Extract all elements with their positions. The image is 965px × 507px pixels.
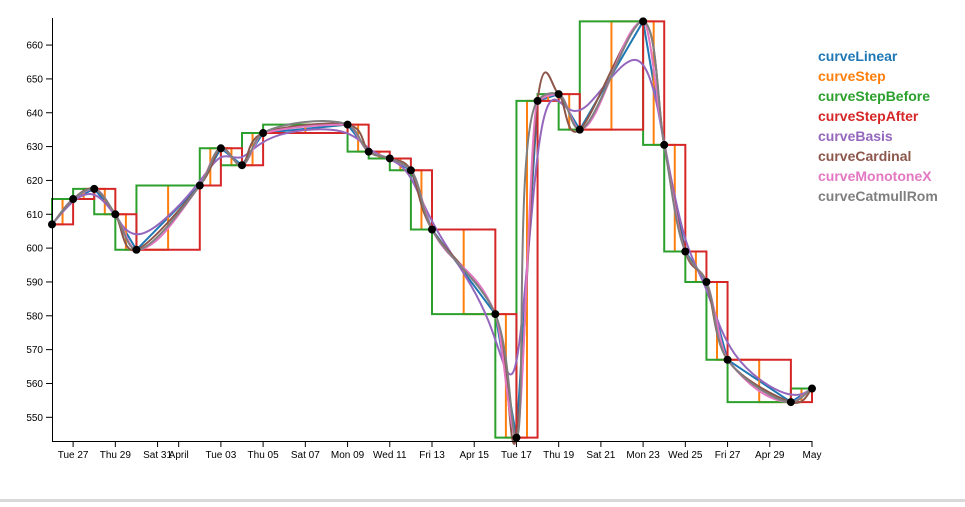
y-tick-label: 580 [26, 311, 43, 322]
data-point [639, 17, 648, 26]
y-tick-label: 650 [26, 74, 43, 85]
data-point [216, 144, 225, 153]
x-tick-label: Tue 17 [501, 450, 532, 461]
legend-item-curveCatmullRom: curveCatmullRom [818, 188, 938, 204]
x-tick-label: Fri 13 [419, 450, 445, 461]
x-tick-label: Mon 09 [331, 450, 365, 461]
x-tick-label: Mon 23 [626, 450, 660, 461]
y-tick-label: 560 [26, 379, 43, 390]
x-tick-label: Fri 27 [715, 450, 741, 461]
x-tick-label: Wed 11 [373, 450, 407, 461]
data-point [554, 90, 563, 99]
x-tick-label: Sat 31 [143, 450, 172, 461]
data-point [533, 96, 542, 105]
y-tick-label: 600 [26, 244, 43, 255]
legend-item-curveLinear: curveLinear [818, 48, 898, 64]
data-point [111, 210, 120, 219]
x-tick-label: Thu 19 [543, 450, 575, 461]
points-layer [48, 17, 816, 442]
data-point [364, 147, 373, 156]
data-point [786, 398, 795, 407]
legend-item-curveMonotoneX: curveMonotoneX [818, 168, 932, 184]
x-tick-label: Apr 15 [459, 450, 489, 461]
y-tick-label: 570 [26, 345, 43, 356]
x-tick-label: Tue 03 [206, 450, 237, 461]
y-tick-label: 550 [26, 413, 43, 424]
legend-item-curveStepBefore: curveStepBefore [818, 88, 930, 104]
y-axis: 550 560 570 580 590 600 610 620 630 640 650 660 [26, 18, 53, 441]
data-point [238, 161, 246, 170]
y-tick-label: 620 [26, 176, 43, 187]
data-point [195, 181, 204, 190]
y-tick-label: 630 [26, 142, 43, 153]
x-tick-label: Tue 27 [58, 450, 89, 461]
data-point [723, 355, 732, 364]
data-point [90, 184, 99, 193]
legend-item-curveBasis: curveBasis [818, 128, 893, 144]
legend-item-curveStepAfter: curveStepAfter [818, 108, 919, 124]
data-point [512, 433, 521, 442]
x-tick-label: Wed 25 [668, 450, 703, 461]
x-tick-label: Thu 05 [248, 450, 280, 461]
data-point [660, 140, 669, 149]
x-tick-label: Thu 29 [100, 450, 132, 461]
bottom-divider [0, 499, 965, 502]
series-line-curveCatmullRom [51, 20, 813, 439]
y-tick-label: 590 [26, 277, 43, 288]
x-tick-label: April [169, 450, 189, 461]
x-tick-label: Sat 07 [291, 450, 320, 461]
y-tick-label: 640 [26, 108, 43, 119]
series-line-curveStepAfter [52, 20, 813, 439]
data-point [132, 245, 141, 254]
data-point [808, 384, 816, 393]
legend-item-curveCardinal: curveCardinal [818, 148, 911, 164]
y-tick-label: 660 [26, 41, 43, 52]
data-point [259, 129, 268, 138]
y-tick-label: 610 [26, 210, 43, 221]
legend: curveLinear curveStep curveStepBefore curve… [818, 48, 938, 204]
x-tick-label: Apr 29 [755, 450, 785, 461]
x-tick-label: Sat 21 [586, 450, 615, 461]
x-tick-label: May [803, 450, 822, 461]
data-point [702, 277, 711, 286]
data-point [69, 195, 78, 204]
data-point [385, 154, 394, 163]
data-point [406, 166, 415, 175]
data-point [681, 247, 690, 256]
legend-item-curveStep: curveStep [818, 68, 886, 84]
data-point [575, 125, 584, 134]
data-point [491, 310, 500, 319]
data-point [428, 225, 436, 234]
data-point [343, 120, 352, 129]
